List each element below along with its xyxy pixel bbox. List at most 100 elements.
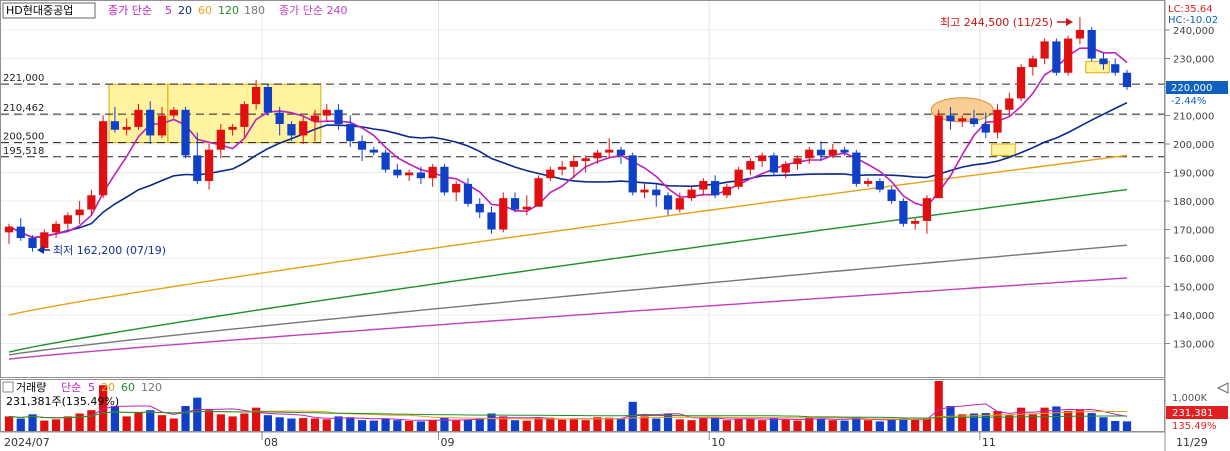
- volume-bar: [1122, 421, 1132, 431]
- price-tick-label: 160,000: [1173, 254, 1214, 265]
- candle-body: [181, 109, 190, 156]
- candle-body: [322, 109, 331, 116]
- volume-ma-label: 단순: [61, 381, 81, 394]
- legend-title-box[interactable]: [2, 2, 96, 19]
- candle-body: [969, 118, 979, 125]
- volume-bar: [146, 410, 155, 431]
- candle-body: [487, 212, 496, 230]
- candle-body: [581, 158, 590, 162]
- volume-bar: [605, 417, 614, 431]
- candles: [4, 17, 1132, 252]
- volume-bar: [934, 381, 943, 431]
- candle-body: [63, 215, 72, 224]
- candle-body: [452, 183, 461, 193]
- volume-bar: [1087, 413, 1096, 431]
- volume-bar: [16, 418, 25, 431]
- volume-bar: [840, 420, 849, 431]
- candle-body: [946, 115, 955, 122]
- candle-body: [863, 181, 873, 184]
- current-price-value: 220,000: [1171, 83, 1212, 94]
- candle-body: [628, 155, 637, 193]
- candle-body: [993, 109, 1002, 133]
- candle-body: [393, 169, 402, 176]
- volume-bar: [557, 419, 567, 431]
- candle-body: [899, 201, 908, 224]
- candle-body: [1111, 64, 1120, 73]
- volume-ma-120: 120: [141, 381, 162, 394]
- volume-bar: [710, 417, 720, 431]
- candle-body: [40, 232, 49, 249]
- level-label: 195,518: [3, 146, 44, 157]
- volume-bar: [440, 417, 449, 431]
- volume-bar: [534, 417, 543, 431]
- time-axis-ticks: 2024/07 08 09 10 11 11/29: [4, 432, 1208, 449]
- legend-ma-240: 종가 단순 240: [279, 4, 347, 17]
- volume-bar: [758, 420, 767, 431]
- candle-body: [1040, 41, 1049, 59]
- level-label: 210,462: [3, 103, 44, 114]
- candle-body: [228, 126, 237, 130]
- volume-bar: [887, 419, 896, 431]
- volume-bar: [1064, 411, 1073, 431]
- candle-body: [640, 189, 649, 193]
- candle-body: [710, 181, 720, 196]
- volume-bar: [781, 419, 790, 431]
- volume-bar: [828, 420, 837, 431]
- volume-bar: [463, 419, 473, 431]
- volume-bar: [99, 385, 108, 431]
- level-label: 221,000: [3, 73, 44, 84]
- candle-body: [781, 163, 790, 173]
- price-panel-frame: [0, 0, 1165, 378]
- volume-bar: [863, 420, 873, 431]
- candle-body: [887, 189, 896, 201]
- candle-body: [310, 115, 320, 122]
- collapse-icon[interactable]: [1216, 382, 1229, 394]
- current-price-badge: 220,000 -2.44%: [1166, 81, 1228, 107]
- volume-bar: [322, 419, 331, 431]
- candle-body: [1028, 58, 1037, 68]
- volume-bar: [263, 415, 273, 431]
- candle-body: [463, 183, 473, 204]
- candle-body: [534, 178, 543, 207]
- candle-body: [1064, 38, 1073, 73]
- volume-bar: [922, 418, 932, 431]
- candle-body: [958, 118, 967, 122]
- volume-bar: [393, 420, 402, 431]
- candle-body: [193, 155, 202, 182]
- candle-body: [16, 226, 25, 239]
- volume-ma-20: 20: [101, 381, 115, 394]
- volume-ma-5: 5: [88, 381, 95, 394]
- legend-ma-120: 120: [218, 4, 239, 17]
- volume-bar: [157, 415, 167, 431]
- volume-bar: [1028, 414, 1037, 431]
- hc-value: HC:-10.02: [1168, 15, 1218, 26]
- volume-bar: [252, 407, 261, 431]
- volume-bar: [487, 413, 496, 431]
- candle-body: [440, 166, 449, 193]
- candle-body: [475, 203, 484, 213]
- volume-bar: [1052, 406, 1061, 431]
- volume-bar: [181, 406, 190, 431]
- volume-bar: [510, 420, 520, 431]
- legend-ma-20: 20: [178, 4, 192, 17]
- candle-body: [216, 129, 225, 150]
- candle-body: [110, 121, 120, 130]
- candle-body: [1052, 41, 1061, 73]
- volume-bar: [769, 418, 779, 431]
- volume-bar: [958, 414, 967, 431]
- candle-body: [499, 198, 508, 230]
- volume-axis-label: 1,000K: [1172, 393, 1208, 404]
- candle-body: [675, 198, 684, 210]
- highlight-box-4: [1085, 60, 1110, 74]
- candle-body: [334, 109, 343, 125]
- candle-body: [252, 87, 261, 105]
- volume-bar: [675, 419, 684, 431]
- time-label: 08: [264, 436, 278, 449]
- volume-legend-box[interactable]: [2, 381, 14, 393]
- candle-body: [275, 112, 284, 125]
- candle-body: [746, 161, 755, 170]
- candle-body: [263, 87, 273, 113]
- volume-bar: [428, 420, 437, 431]
